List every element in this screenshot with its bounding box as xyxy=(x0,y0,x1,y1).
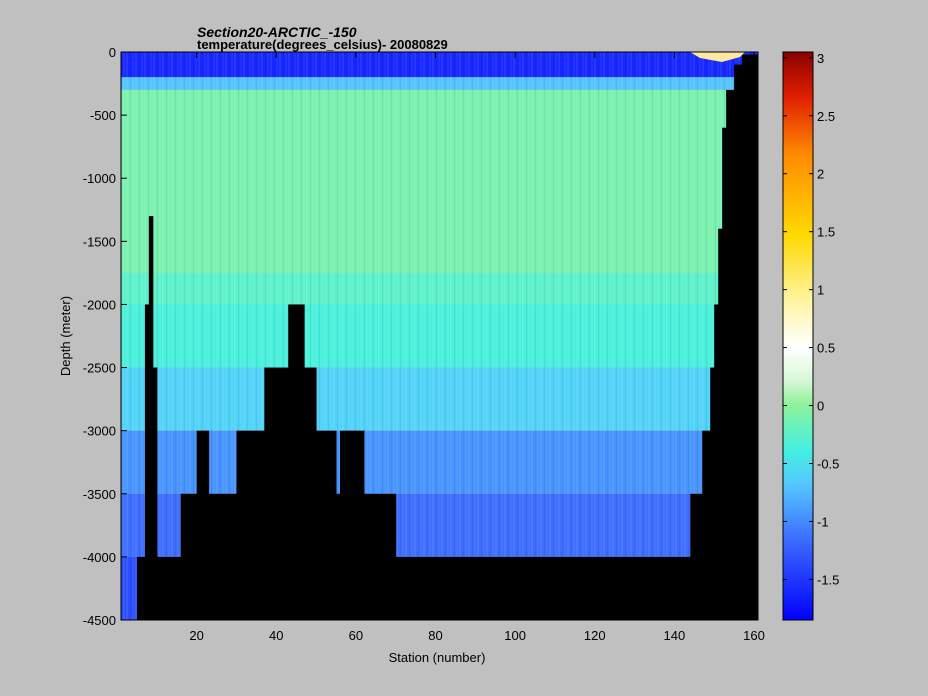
seafloor-segment xyxy=(335,493,341,620)
x-tick-label: 120 xyxy=(584,628,606,643)
seafloor-segment xyxy=(316,430,337,620)
x-tick-label: 20 xyxy=(189,628,203,643)
seafloor-segment xyxy=(710,367,715,620)
colorbar-tick-label: 2.5 xyxy=(817,109,835,124)
colorbar-tick-label: 1.5 xyxy=(817,225,835,240)
plot-frame xyxy=(120,51,759,621)
seafloor-segment xyxy=(156,556,182,620)
colorbar-ticks: 3 2.5 2 1.5 1 0.5 0 -0.5 -1 -1.5 xyxy=(783,51,839,587)
plot-area xyxy=(121,52,758,620)
y-tick-label: -4500 xyxy=(83,613,116,628)
colorbar-tick-label: -1 xyxy=(817,514,829,529)
colorbar-tick-label: 1 xyxy=(817,283,824,298)
seafloor-mask xyxy=(136,54,758,620)
seafloor-segment xyxy=(742,54,758,620)
surface-warm-water xyxy=(690,52,745,62)
colorbar-gradient xyxy=(782,51,814,621)
y-axis-label: Depth (meter) xyxy=(58,296,73,376)
y-tick-label: 0 xyxy=(109,45,116,60)
x-axis-label: Station (number) xyxy=(389,650,486,665)
x-axis-ticks: 20 40 60 80 100 120 140 160 xyxy=(189,52,765,643)
seafloor-segment xyxy=(722,127,727,620)
colorbar-tick-label: 3 xyxy=(817,51,824,66)
y-tick-label: -500 xyxy=(90,108,116,123)
x-tick-label: 160 xyxy=(743,628,765,643)
y-tick-label: -2500 xyxy=(83,361,116,376)
colorbar-tick-label: 2 xyxy=(817,167,824,182)
seafloor-segment xyxy=(196,430,210,620)
chart-title: Section20-ARCTIC_-150 xyxy=(197,24,357,40)
seafloor-segment xyxy=(288,304,305,620)
seafloor-segment xyxy=(264,367,289,620)
x-tick-label: 40 xyxy=(269,628,283,643)
y-tick-label: -1000 xyxy=(83,171,116,186)
seafloor-segment xyxy=(304,367,317,620)
x-tick-label: 60 xyxy=(349,628,363,643)
colorbar-tick-label: -0.5 xyxy=(817,457,839,472)
colorbar: 3 2.5 2 1.5 1 0.5 0 -0.5 -1 -1.5 xyxy=(782,51,839,621)
chart-subtitle: temperature(degrees_celsius)- 20080829 xyxy=(197,37,448,52)
seafloor-segment xyxy=(144,304,150,620)
y-axis-ticks: 0 -500 -1000 -1500 -2000 -2500 -3000 -3500 -4000… xyxy=(83,45,127,628)
seafloor-segment xyxy=(236,430,265,620)
x-tick-label: 100 xyxy=(504,628,526,643)
seafloor-segment xyxy=(395,556,691,620)
seafloor-segment xyxy=(714,304,719,620)
seafloor-segment xyxy=(702,430,711,620)
seafloor-segment xyxy=(152,367,158,620)
seafloor-segment xyxy=(339,430,365,620)
seafloor-segment xyxy=(148,216,154,620)
x-tick-label: 140 xyxy=(664,628,686,643)
y-tick-label: -2000 xyxy=(83,297,116,312)
y-tick-label: -1500 xyxy=(83,234,116,249)
seafloor-segment xyxy=(718,228,723,620)
seafloor-segment xyxy=(726,89,735,620)
seafloor-segment xyxy=(690,493,703,620)
x-tick-label: 80 xyxy=(428,628,442,643)
seafloor-segment xyxy=(734,64,743,620)
y-tick-label: -3500 xyxy=(83,487,116,502)
seafloor-segment xyxy=(208,493,237,620)
seafloor-segment xyxy=(136,556,146,620)
colorbar-tick-label: -1.5 xyxy=(817,572,839,587)
y-tick-label: -4000 xyxy=(83,550,116,565)
colorbar-tick-label: 0 xyxy=(817,399,824,414)
colorbar-tick-label: 0.5 xyxy=(817,341,835,356)
seafloor-segment xyxy=(180,493,198,620)
y-tick-label: -3000 xyxy=(83,424,116,439)
seafloor-segment xyxy=(363,493,397,620)
